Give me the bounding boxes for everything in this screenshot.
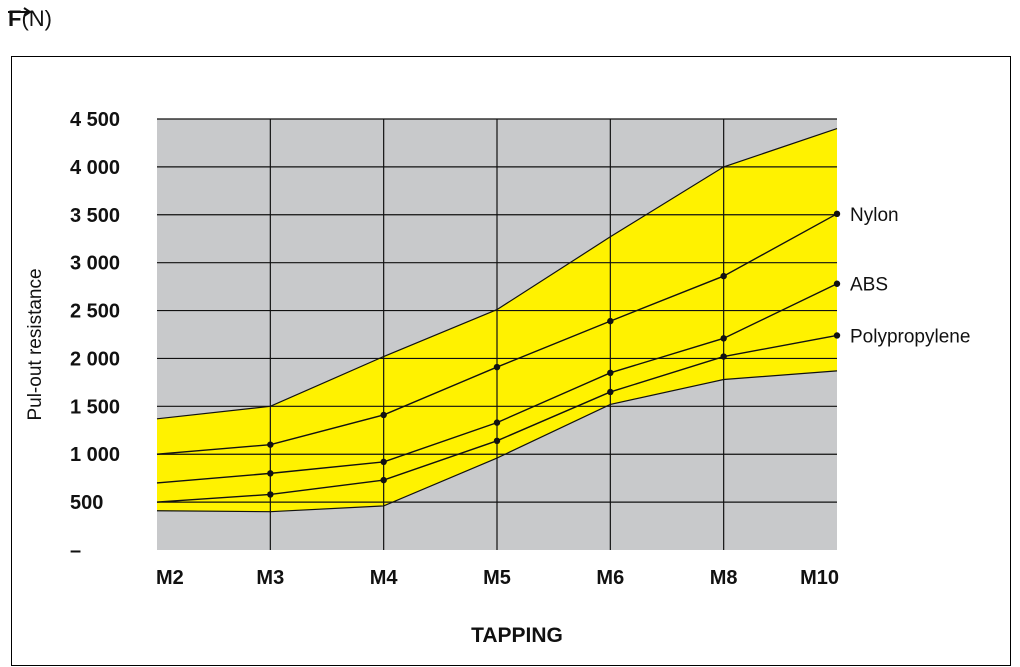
data-point-nylon (493, 363, 501, 371)
data-point-abs (720, 335, 727, 342)
y-tick-label: 3 000 (70, 253, 120, 275)
y-tick-label: 4 500 (70, 109, 120, 131)
plot-area (156, 118, 841, 550)
series-label-nylon: Nylon (850, 205, 899, 226)
y-unit-label: F (N) (8, 6, 52, 32)
data-point-nylon (607, 317, 614, 325)
x-tick-label: M2 (156, 567, 184, 589)
data-point-nylon (720, 272, 727, 280)
y-tick-label: 500 (70, 492, 103, 514)
band-upper-edge (156, 128, 838, 420)
x-tick-label: M3 (256, 567, 284, 589)
y-tick-label: 1 500 (70, 396, 120, 418)
data-point-polypropylene (267, 491, 274, 498)
force-vector-symbol: F (8, 6, 32, 32)
data-point-abs (833, 280, 841, 287)
chart-frame: Nylon ABS Polypropylene – 500 1 000 1 500 2 000… (11, 56, 1011, 666)
data-point-abs (380, 458, 387, 466)
band-lower-edge (156, 370, 838, 513)
y-tick-label: – (70, 540, 81, 562)
data-point-polypropylene (380, 476, 387, 484)
series-label-polypropylene: Polypropylene (850, 326, 970, 347)
series-label-abs: ABS (850, 275, 888, 296)
vector-arrow-icon (8, 7, 32, 17)
x-tick-label: M5 (483, 567, 511, 589)
y-tick-label: 2 500 (70, 301, 120, 323)
data-point-polypropylene (493, 437, 501, 445)
y-axis-title: Pul-out resistance (25, 268, 46, 420)
label-layer: Nylon ABS Polypropylene – 500 1 000 1 500 2 000… (25, 109, 970, 647)
x-tick-label: M8 (710, 567, 738, 589)
pullout-chart: Nylon ABS Polypropylene – 500 1 000 1 500 2 000… (25, 109, 970, 647)
x-tick-label: M6 (596, 567, 624, 589)
y-tick-label: 4 000 (70, 157, 120, 179)
data-point-polypropylene (607, 388, 614, 396)
data-point-nylon (267, 441, 274, 448)
data-point-polypropylene (833, 332, 841, 339)
y-tick-label: 1 000 (70, 444, 120, 466)
data-point-abs (493, 419, 501, 426)
x-tick-label: M4 (370, 567, 399, 589)
data-point-nylon (833, 210, 841, 218)
y-tick-label: 2 000 (70, 348, 120, 370)
x-tick-label: M10 (800, 567, 839, 589)
data-point-abs (607, 369, 614, 377)
data-point-polypropylene (720, 353, 727, 360)
x-axis-title: TAPPING (471, 624, 563, 647)
data-point-nylon (380, 411, 387, 419)
data-point-abs (267, 470, 274, 477)
y-tick-label: 3 500 (70, 205, 120, 227)
